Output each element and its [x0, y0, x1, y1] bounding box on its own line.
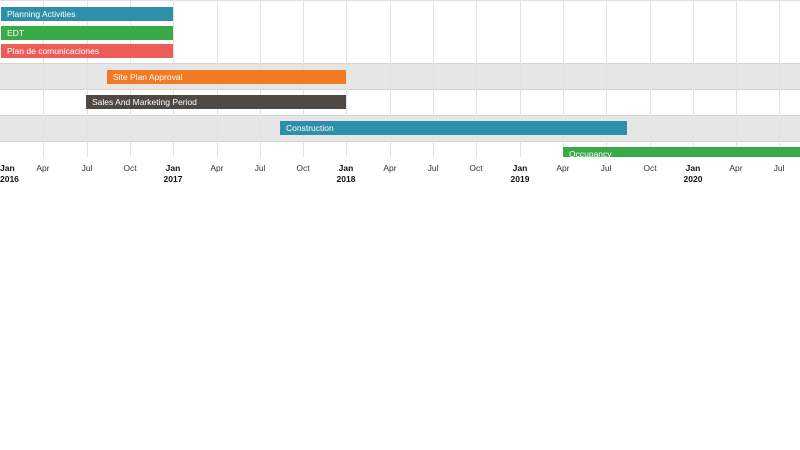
gridline: [563, 1, 564, 157]
task-bar-plan-de-comunicaciones[interactable]: Plan de comunicaciones: [1, 44, 173, 58]
axis-tick-label: Apr: [210, 163, 224, 173]
gridline: [650, 1, 651, 157]
gridline: [606, 1, 607, 157]
axis-tick-label: Jul: [427, 163, 439, 173]
axis-tick-label: Oct: [643, 163, 657, 173]
gridline: [433, 1, 434, 157]
x-axis: Jan 2016 Apr Jul Oct Jan 2017 Apr Jul Oct Jan 2018 A…: [0, 160, 800, 190]
task-bar-site-plan-approval[interactable]: Site Plan Approval: [107, 70, 346, 84]
gridline: [476, 1, 477, 157]
axis-tick-label: Jan 2017: [163, 163, 183, 184]
axis-tick-label: Apr: [36, 163, 50, 173]
axis-tick-label: Jan 2018: [336, 163, 356, 184]
gridline: [346, 1, 347, 157]
axis-tick-label: Jul: [773, 163, 785, 173]
task-bar-edt[interactable]: EDT: [1, 26, 173, 40]
gridline: [779, 1, 780, 157]
gridline: [520, 1, 521, 157]
gridline: [736, 1, 737, 157]
axis-tick-label: Jan 2016: [0, 163, 19, 184]
axis-tick-label: Apr: [383, 163, 397, 173]
task-bar-planning-activities[interactable]: Planning Activities: [1, 7, 173, 21]
axis-tick-label: Apr: [556, 163, 570, 173]
axis-tick-label: Oct: [123, 163, 137, 173]
axis-tick-label: Jan 2019: [510, 163, 530, 184]
task-bar-construction[interactable]: Construction: [280, 121, 627, 135]
axis-tick-label: Oct: [469, 163, 483, 173]
axis-tick-label: Jan 2020: [683, 163, 703, 184]
axis-tick-label: Jul: [254, 163, 266, 173]
swimlane-3: [0, 90, 800, 116]
axis-tick-label: Jul: [81, 163, 93, 173]
task-bar-sales-and-marketing-period[interactable]: Sales And Marketing Period: [86, 95, 346, 109]
axis-tick-label: Jul: [600, 163, 612, 173]
gantt-chart: Planning Activities EDT Plan de comunica…: [0, 0, 800, 157]
axis-tick-label: Apr: [729, 163, 743, 173]
swimlane-1: [0, 1, 800, 64]
gridline: [390, 1, 391, 157]
gridline: [693, 1, 694, 157]
task-bar-occupancy[interactable]: Occupancy: [563, 147, 800, 157]
axis-tick-label: Oct: [296, 163, 310, 173]
gridline: [43, 1, 44, 157]
gridline: [87, 1, 88, 157]
